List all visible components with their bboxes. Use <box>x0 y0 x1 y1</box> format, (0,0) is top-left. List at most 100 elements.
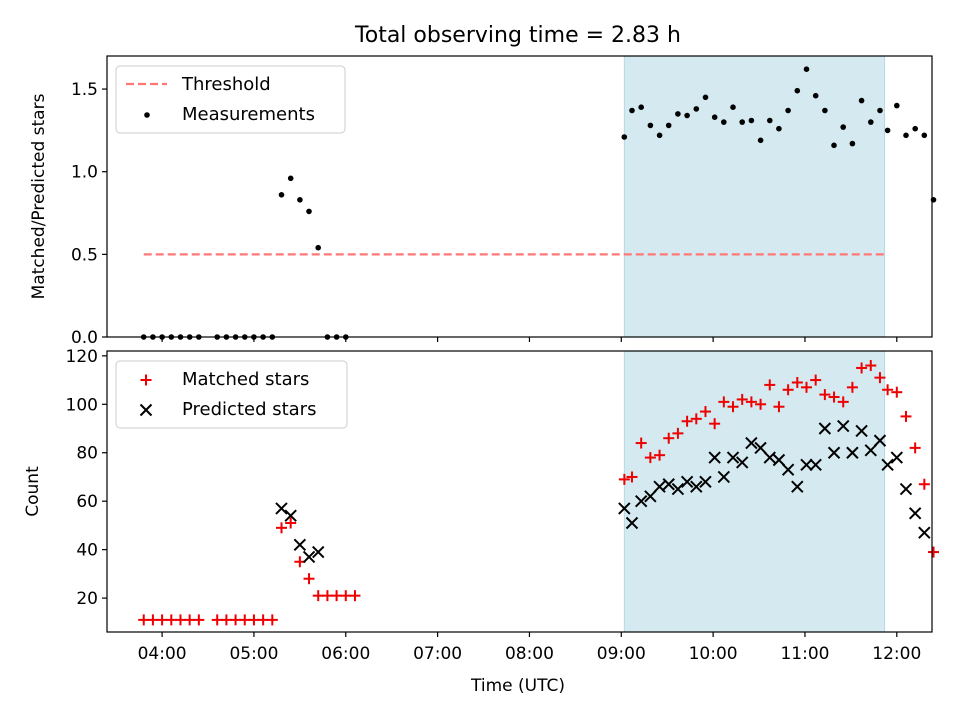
predicted-point <box>644 490 657 503</box>
matched-point <box>193 614 205 626</box>
matched-point <box>709 418 721 430</box>
matched-point <box>773 401 785 413</box>
x-tick-label: 10:00 <box>689 644 738 664</box>
measurement-point <box>822 107 828 114</box>
measurement-point <box>739 119 745 125</box>
predicted-point <box>800 458 813 472</box>
predicted-point <box>837 419 850 433</box>
predicted-point <box>763 451 776 464</box>
ratio-shaded-span <box>623 55 886 338</box>
predicted-point <box>846 446 859 459</box>
measurement-point <box>675 111 681 117</box>
legend-predicted-swatch <box>139 403 153 417</box>
ratio-x-ticks <box>161 337 898 342</box>
predicted-point <box>717 470 731 484</box>
x-tick-label: 08:00 <box>505 644 554 664</box>
matched-point <box>672 427 684 439</box>
predicted-point <box>671 482 685 496</box>
y-tick-label: 1.5 <box>71 80 98 100</box>
measurement-point <box>840 124 846 130</box>
matched-point <box>782 384 794 396</box>
predicted-point <box>873 434 887 447</box>
matched-point <box>874 372 886 384</box>
matched-point <box>909 442 921 454</box>
matched-point <box>891 386 903 398</box>
matched-point <box>882 384 894 396</box>
matched-point <box>349 590 361 602</box>
measurement-point <box>903 132 909 139</box>
measurement-point <box>306 208 312 215</box>
measurement-point <box>629 107 635 114</box>
matched-point <box>736 393 748 405</box>
ratio-panel: 0.0 0.5 1.0 1.5 Matched/Predicted stars Thr… <box>29 55 937 348</box>
legend-threshold-label: Threshold <box>181 74 271 95</box>
matched-point <box>699 406 711 418</box>
matched-point <box>819 389 831 401</box>
predicted-point <box>899 482 913 496</box>
predicted-point <box>781 463 795 476</box>
legend-measurements-swatch <box>144 112 150 118</box>
predicted-point <box>708 451 721 464</box>
y-tick-label: 0.5 <box>71 245 98 265</box>
predicted-point <box>918 526 931 539</box>
measurement-point <box>748 117 755 124</box>
measurement-point <box>767 117 773 124</box>
measurement-point <box>912 125 918 132</box>
ratio-y-label: Matched/Predicted stars <box>29 93 49 299</box>
matched-point <box>690 413 702 425</box>
predicted-point <box>864 444 877 457</box>
matched-point <box>303 573 315 585</box>
matched-point <box>654 449 666 461</box>
y-tick-label: 60 <box>76 492 98 512</box>
measurement-point <box>884 127 891 134</box>
predicted-point <box>625 516 639 530</box>
ratio-legend-box <box>115 65 346 134</box>
measurement-point <box>656 132 663 139</box>
matched-point <box>800 381 812 393</box>
predicted-point <box>881 458 894 472</box>
matched-point <box>248 614 260 626</box>
predicted-point <box>284 509 297 522</box>
y-tick-label: 100 <box>66 395 98 415</box>
matched-point <box>321 590 333 602</box>
time-x-axis: 04:00 05:00 06:00 07:00 08:00 09:00 10:00 11:00… <box>138 632 921 664</box>
x-tick-label: 04:00 <box>138 644 187 664</box>
legend-measurements-label: Measurements <box>182 104 315 125</box>
matched-point <box>928 546 940 558</box>
predicted-point <box>680 475 694 489</box>
matched-point <box>635 437 647 449</box>
measurement-point <box>684 112 690 119</box>
predicted-point <box>618 502 631 515</box>
legend-matched-swatch <box>140 374 152 386</box>
matched-point <box>312 590 324 602</box>
count-panel: 20 40 60 80 100 120 04:00 05:00 06:00 07:00 08:00… <box>23 347 940 696</box>
matched-point <box>764 379 776 391</box>
count-plot-frame <box>106 350 933 633</box>
measurement-point <box>757 137 764 144</box>
matched-point <box>266 614 278 626</box>
matched-stars-series <box>138 360 940 626</box>
y-tick-label: 1.0 <box>71 163 98 183</box>
predicted-point <box>293 538 307 552</box>
ratio-plot-frame <box>106 55 933 338</box>
matched-point <box>147 614 159 626</box>
matched-point <box>791 376 803 388</box>
matched-point <box>257 614 269 626</box>
measurement-point <box>638 104 644 110</box>
predicted-point <box>662 478 675 491</box>
matched-point <box>138 614 150 626</box>
matched-point <box>239 614 251 626</box>
measurement-point <box>297 197 303 203</box>
predicted-point <box>735 456 749 469</box>
predicted-point <box>809 458 822 472</box>
predicted-point <box>699 475 712 489</box>
measurement-point <box>278 192 285 198</box>
measurement-point <box>894 102 900 109</box>
measurement-point <box>812 92 819 99</box>
matched-point <box>828 391 840 403</box>
matched-point <box>285 517 297 529</box>
predicted-point <box>855 424 868 438</box>
legend-predicted-marker <box>139 403 153 417</box>
matched-point <box>230 614 242 626</box>
